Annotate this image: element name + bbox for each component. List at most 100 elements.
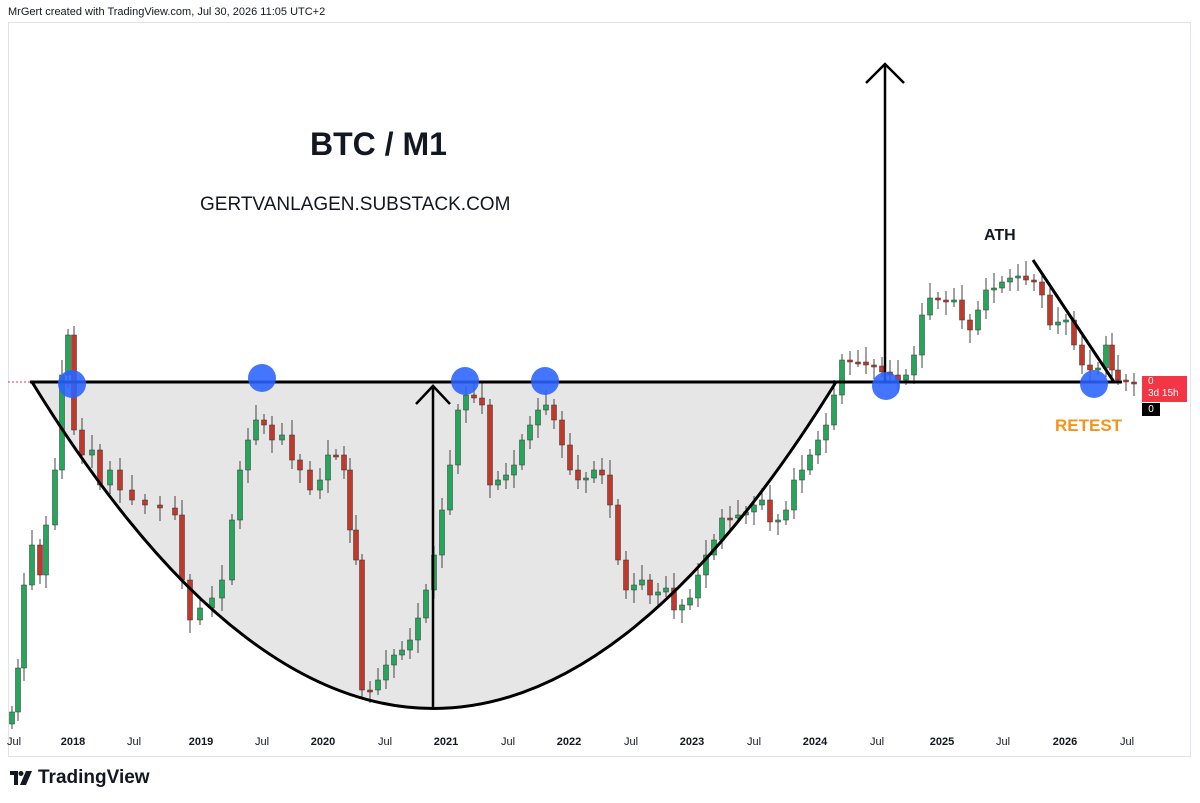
candle-body — [855, 361, 861, 365]
candle-body — [671, 587, 677, 611]
target-arrowhead — [865, 62, 905, 84]
candle-body — [687, 597, 693, 606]
candle-body — [959, 299, 965, 321]
candle-body — [245, 439, 251, 471]
candle-body — [791, 479, 797, 511]
candle-body — [353, 529, 359, 561]
candle-body — [367, 689, 373, 693]
candle-body — [1039, 281, 1045, 296]
touch-marker — [58, 370, 86, 398]
tradingview-logo[interactable]: TradingView — [10, 767, 150, 789]
candle-body — [615, 504, 621, 561]
candle-body — [567, 444, 573, 471]
candle-body — [187, 579, 193, 621]
candle-body — [599, 469, 605, 476]
candle-body — [727, 517, 733, 521]
ath-label: ATH — [984, 227, 1016, 244]
candle-body — [519, 439, 525, 466]
candle-body — [1095, 367, 1101, 371]
candle-body — [107, 469, 113, 486]
tradingview-logo-icon — [10, 771, 32, 785]
cup-depth-arrowhead — [415, 384, 451, 405]
chart-subtitle: GERTVANLAGEN.SUBSTACK.COM — [200, 194, 511, 215]
candle-body — [991, 287, 997, 291]
candle-body — [471, 394, 477, 399]
candle-body — [639, 579, 645, 586]
candle-body — [1123, 379, 1129, 383]
candle-body — [89, 449, 95, 456]
candle-body — [935, 297, 941, 301]
candle-body — [975, 309, 981, 331]
x-tick-label: Jul — [254, 736, 270, 748]
retest-label: RETEST — [1055, 416, 1123, 435]
candle-body — [117, 469, 123, 491]
downtrend-line — [1031, 259, 1116, 383]
candle-body — [269, 424, 275, 441]
candle-body — [655, 591, 661, 596]
candle-body — [1131, 381, 1137, 385]
candle-body — [623, 559, 629, 591]
candle-body — [325, 454, 331, 481]
candle-body — [575, 469, 581, 481]
x-tick-label: Jul — [869, 736, 885, 748]
candle-body — [823, 424, 829, 441]
candle-body — [197, 607, 203, 621]
candle-body — [142, 499, 148, 506]
candle-body — [157, 504, 163, 509]
candle-body — [229, 519, 235, 581]
x-tick-label: 2022 — [556, 736, 582, 748]
candle-body — [1115, 369, 1121, 381]
candle-body — [919, 314, 925, 356]
candle-body — [261, 419, 267, 426]
candle-body — [43, 524, 49, 576]
candle-body — [289, 434, 295, 461]
candle-body — [391, 654, 397, 666]
touch-marker — [1080, 370, 1108, 398]
drawing-lines-layer — [8, 62, 1122, 710]
candle-body — [463, 394, 469, 411]
candle-body — [591, 469, 597, 479]
candle-body — [783, 509, 789, 521]
candle-body — [495, 479, 501, 486]
x-tick-label: 2018 — [60, 736, 86, 748]
candle-body — [29, 544, 35, 586]
candle-body — [333, 454, 339, 458]
candle-body — [172, 507, 178, 516]
cup-outline — [30, 381, 838, 710]
candle-body — [359, 559, 365, 691]
candle-body — [407, 639, 413, 651]
candle-body — [559, 419, 565, 446]
candle-body — [583, 477, 589, 481]
touch-marker — [248, 364, 276, 392]
candle-body — [527, 424, 533, 441]
price-tag-zero: 0 — [1142, 403, 1160, 416]
candle-body — [999, 281, 1005, 289]
candle-body — [375, 679, 381, 691]
price-tag: 0 3d 15h — [1142, 376, 1187, 402]
x-tick-label: Jul — [500, 736, 516, 748]
candle-body — [317, 479, 323, 491]
x-tick-label: Jul — [995, 736, 1011, 748]
price-tag-countdown: 3d 15h — [1148, 388, 1179, 399]
candle-body — [37, 544, 43, 576]
candle-body — [535, 409, 541, 426]
candle-body — [1031, 279, 1037, 283]
candle-body — [663, 587, 669, 593]
candle-body — [15, 667, 21, 713]
candle-body — [179, 514, 185, 581]
candle-body — [487, 404, 493, 486]
price-tag-value: 0 — [1148, 376, 1154, 387]
chart-title: BTC / M1 — [310, 126, 447, 162]
chart-credit-header: MrGert created with TradingView.com, Jul… — [8, 6, 326, 18]
x-tick-label: 2023 — [679, 736, 705, 748]
candle-body — [129, 489, 135, 501]
candle-body — [439, 509, 445, 556]
candle-body — [631, 584, 637, 591]
candle-body — [383, 664, 389, 681]
candles-layer — [9, 261, 1137, 729]
candle-body — [767, 499, 773, 523]
x-tick-label: 2020 — [310, 736, 336, 748]
x-tick-label: 2026 — [1052, 736, 1078, 748]
candle-body — [759, 499, 765, 506]
